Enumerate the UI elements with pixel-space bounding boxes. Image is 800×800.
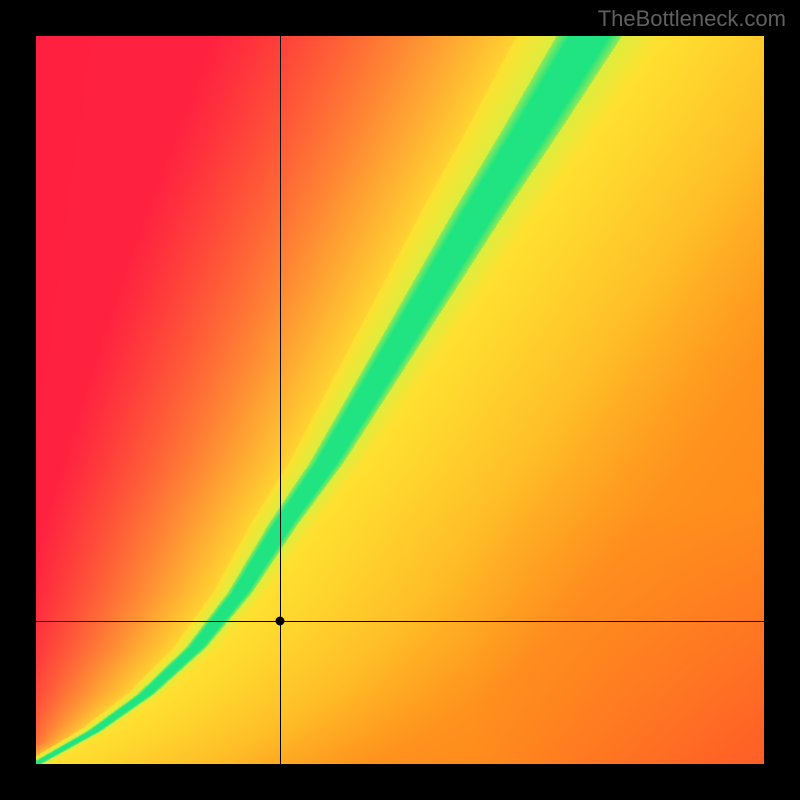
heatmap-plot-area (36, 36, 764, 764)
crosshair-marker-dot (275, 617, 284, 626)
heatmap-canvas (36, 36, 764, 764)
crosshair-vertical (280, 36, 281, 764)
watermark-text: TheBottleneck.com (598, 6, 786, 32)
crosshair-horizontal (36, 621, 764, 622)
